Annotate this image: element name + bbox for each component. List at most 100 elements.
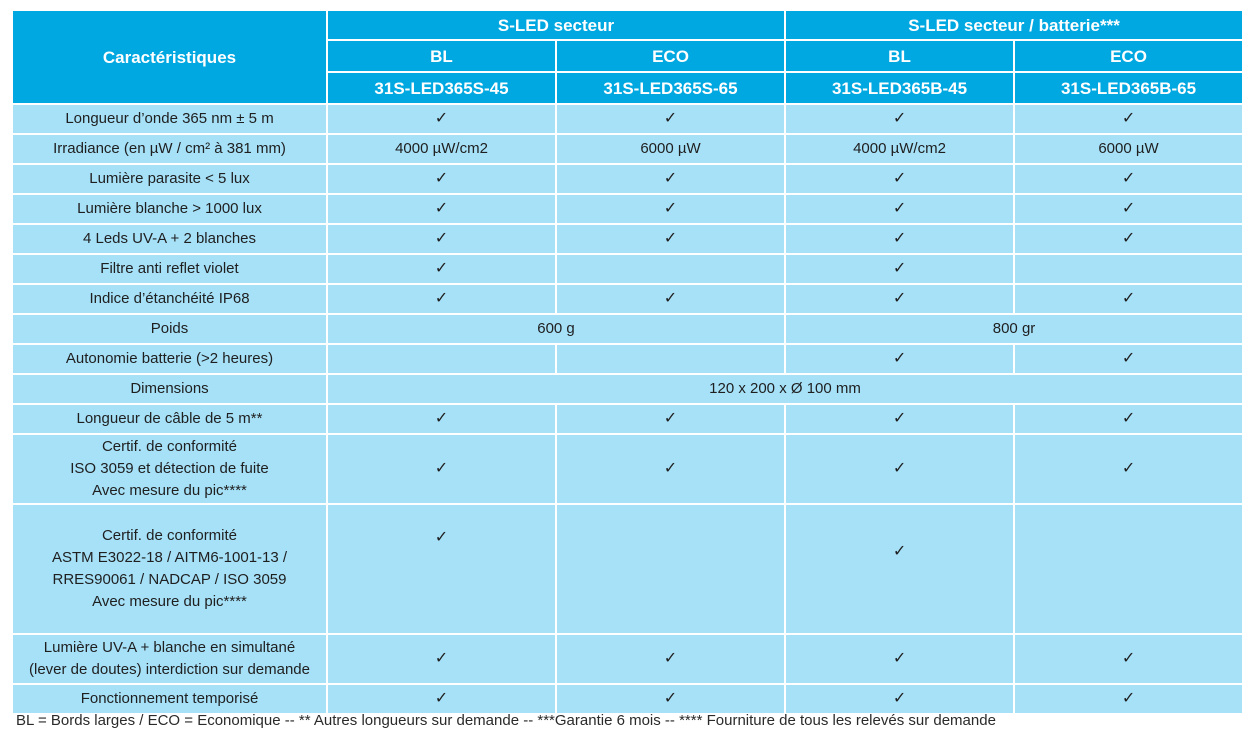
row-label: Filtre anti reflet violet [13, 255, 326, 283]
table-cell [1015, 255, 1243, 283]
table-footnote: BL = Bords larges / ECO = Economique -- … [16, 712, 996, 729]
table-cell: ✓ [786, 345, 1014, 373]
table-cell: ✓ [1015, 285, 1243, 313]
table-cell [557, 255, 785, 283]
table-cell: ✓ [1015, 225, 1243, 253]
table-body: Longueur d’onde 365 nm ± 5 m ✓ ✓ ✓ ✓ Irr… [13, 105, 1243, 713]
table-cell: ✓ [557, 225, 785, 253]
specifications-table: Caractéristiques S-LED secteur S-LED sec… [11, 9, 1245, 715]
table-cell: ✓ [328, 635, 555, 683]
row-label-line: Avec mesure du pic**** [92, 482, 247, 499]
table-cell: ✓ [328, 685, 555, 713]
table-row: Autonomie batterie (>2 heures) ✓ ✓ [13, 345, 1243, 373]
header-model-type: ECO [1015, 41, 1243, 71]
table-cell: 4000 µW/cm2 [786, 135, 1014, 163]
row-label-line: (lever de doutes) interdiction sur deman… [29, 661, 310, 678]
table-cell: ✓ [786, 685, 1014, 713]
table-cell: 6000 µW [557, 135, 785, 163]
row-label-line: ASTM E3022-18 / AITM6-1001-13 / [51, 549, 288, 566]
row-label-line: ISO 3059 et détection de fuite [70, 460, 269, 477]
table-cell: 6000 µW [1015, 135, 1243, 163]
row-label-line: Certif. de conformité [101, 527, 238, 544]
merged-cell-secteur: 600 g [328, 315, 785, 343]
row-label-line: Avec mesure du pic**** [92, 593, 247, 610]
row-label: Lumière UV-A + blanche en simultané (lev… [13, 635, 326, 683]
table-cell: ✓ [1015, 405, 1243, 433]
table-cell: ✓ [328, 195, 555, 223]
table-cell: ✓ [557, 435, 785, 503]
table-cell: ✓ [1015, 105, 1243, 133]
table-header: Caractéristiques S-LED secteur S-LED sec… [13, 11, 1243, 103]
header-group-secteur-batterie: S-LED secteur / batterie*** [786, 11, 1243, 39]
row-label-line: Lumière UV-A + blanche en simultané [43, 639, 296, 656]
table-cell: ✓ [328, 165, 555, 193]
table-row: Lumière UV-A + blanche en simultané (lev… [13, 635, 1243, 683]
table-row: Dimensions 120 x 200 x Ø 100 mm [13, 375, 1243, 403]
row-label: Fonctionnement temporisé [13, 685, 326, 713]
table-row: 4 Leds UV-A + 2 blanches ✓ ✓ ✓ ✓ [13, 225, 1243, 253]
row-label: Longueur de câble de 5 m** [13, 405, 326, 433]
table-row: Fonctionnement temporisé ✓ ✓ ✓ ✓ [13, 685, 1243, 713]
table-cell: ✓ [328, 435, 555, 503]
merged-cell-batterie: 800 gr [786, 315, 1243, 343]
table-cell: ✓ [557, 405, 785, 433]
table-cell: ✓ [786, 505, 1014, 633]
header-model-type: BL [328, 41, 555, 71]
row-label: Autonomie batterie (>2 heures) [13, 345, 326, 373]
row-label: Longueur d’onde 365 nm ± 5 m [13, 105, 326, 133]
table-row: Poids 600 g 800 gr [13, 315, 1243, 343]
table-row: Indice d’étanchéité IP68 ✓ ✓ ✓ ✓ [13, 285, 1243, 313]
table-cell: ✓ [328, 505, 555, 633]
table-cell: ✓ [557, 685, 785, 713]
table-cell: ✓ [786, 405, 1014, 433]
table-row: Certif. de conformité ISO 3059 et détect… [13, 435, 1243, 503]
row-label: Lumière parasite < 5 lux [13, 165, 326, 193]
table-row: Irradiance (en µW / cm² à 381 mm) 4000 µ… [13, 135, 1243, 163]
header-model-code: 31S-LED365B-65 [1015, 73, 1243, 103]
table-row: Lumière parasite < 5 lux ✓ ✓ ✓ ✓ [13, 165, 1243, 193]
row-label: 4 Leds UV-A + 2 blanches [13, 225, 326, 253]
table-cell: ✓ [328, 405, 555, 433]
table-cell: ✓ [786, 435, 1014, 503]
table-cell: ✓ [328, 285, 555, 313]
table-cell: ✓ [786, 225, 1014, 253]
table-cell [328, 345, 555, 373]
table-cell: ✓ [786, 255, 1014, 283]
merged-cell-all: 120 x 200 x Ø 100 mm [328, 375, 1243, 403]
table-cell: ✓ [557, 195, 785, 223]
table-cell [1015, 505, 1243, 633]
header-model-code: 31S-LED365S-65 [557, 73, 785, 103]
table-cell: 4000 µW/cm2 [328, 135, 555, 163]
table-cell: ✓ [1015, 435, 1243, 503]
header-model-type: ECO [557, 41, 785, 71]
table-cell: ✓ [786, 285, 1014, 313]
cropped-top-text [0, 0, 1251, 8]
table-cell: ✓ [557, 635, 785, 683]
row-label: Lumière blanche > 1000 lux [13, 195, 326, 223]
table-row: Certif. de conformité ASTM E3022-18 / AI… [13, 505, 1243, 633]
table-cell: ✓ [1015, 195, 1243, 223]
table-row: Lumière blanche > 1000 lux ✓ ✓ ✓ ✓ [13, 195, 1243, 223]
row-label: Certif. de conformité ISO 3059 et détect… [13, 435, 326, 503]
table-cell [557, 505, 785, 633]
table-row: Filtre anti reflet violet ✓ ✓ [13, 255, 1243, 283]
header-model-type: BL [786, 41, 1014, 71]
table-cell: ✓ [1015, 635, 1243, 683]
row-label: Dimensions [13, 375, 326, 403]
table-cell: ✓ [786, 105, 1014, 133]
table-cell: ✓ [1015, 165, 1243, 193]
row-label: Indice d’étanchéité IP68 [13, 285, 326, 313]
header-group-secteur: S-LED secteur [328, 11, 785, 39]
table-cell: ✓ [557, 165, 785, 193]
table-cell: ✓ [786, 635, 1014, 683]
table-cell: ✓ [328, 225, 555, 253]
table-row: Longueur d’onde 365 nm ± 5 m ✓ ✓ ✓ ✓ [13, 105, 1243, 133]
header-characteristics: Caractéristiques [13, 11, 326, 103]
row-label: Poids [13, 315, 326, 343]
header-model-code: 31S-LED365S-45 [328, 73, 555, 103]
table-cell: ✓ [328, 255, 555, 283]
table-cell: ✓ [557, 285, 785, 313]
row-label-line: Certif. de conformité [101, 438, 238, 455]
row-label: Irradiance (en µW / cm² à 381 mm) [13, 135, 326, 163]
table-cell: ✓ [1015, 345, 1243, 373]
